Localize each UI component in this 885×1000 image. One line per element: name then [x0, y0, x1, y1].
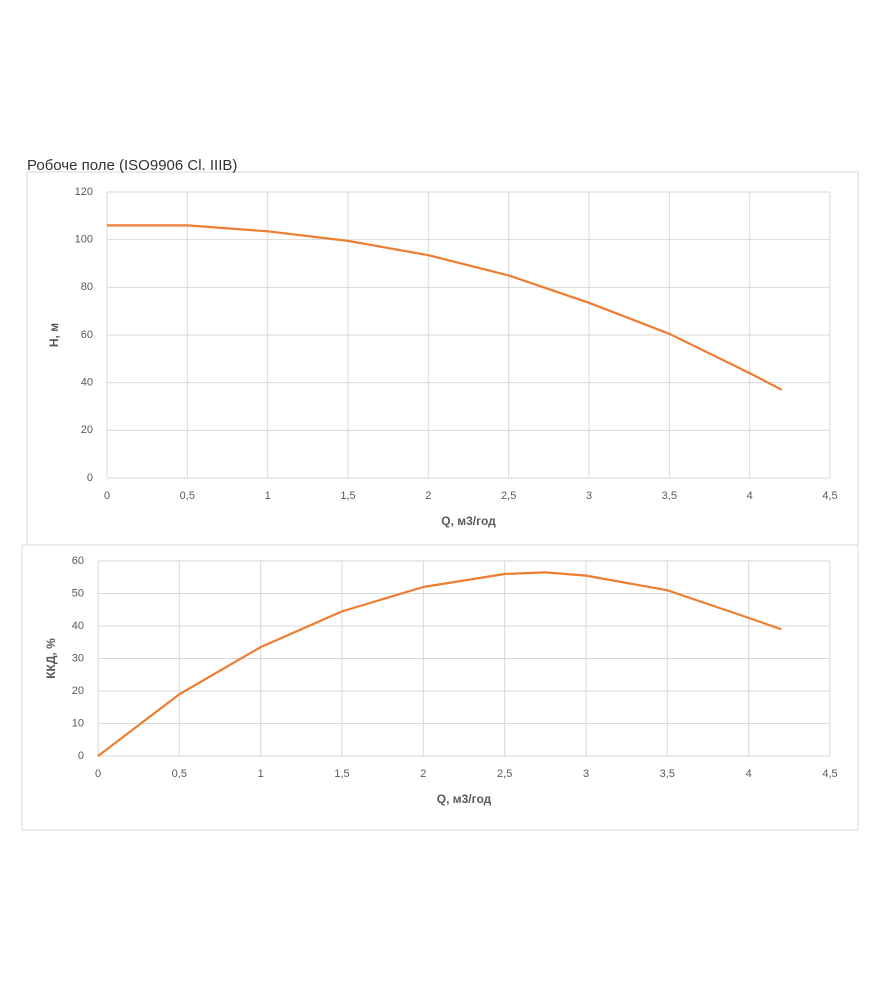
- x-tick-label: 1: [265, 490, 271, 502]
- x-tick-label: 3: [586, 490, 592, 502]
- y-tick-label: 60: [72, 555, 84, 567]
- x-tick-label: 4: [747, 490, 753, 502]
- y-tick-label: 10: [72, 717, 84, 729]
- y-tick-label: 80: [81, 281, 93, 293]
- x-tick-label: 3,5: [662, 490, 677, 502]
- x-tick-label: 2: [425, 490, 431, 502]
- x-tick-label: 0: [95, 768, 101, 780]
- x-axis-title: Q, м3/год: [437, 792, 492, 806]
- chart-frame: [26, 171, 859, 546]
- y-tick-label: 100: [75, 234, 93, 246]
- x-tick-label: 3: [583, 768, 589, 780]
- y-tick-label: 20: [81, 424, 93, 436]
- line: [107, 224, 783, 391]
- y-tick-label: 0: [87, 472, 93, 484]
- x-tick-label: 1,5: [340, 490, 355, 502]
- y-tick-label: 40: [81, 377, 93, 389]
- x-tick-label: 2: [420, 768, 426, 780]
- y-tick-label: 60: [81, 329, 93, 341]
- y-tick-label: 120: [75, 186, 93, 198]
- x-tick-label: 1: [258, 768, 264, 780]
- y-tick-label: 30: [72, 652, 84, 664]
- y-tick-label: 20: [72, 685, 84, 697]
- x-tick-label: 0: [104, 490, 110, 502]
- y-tick-label: 40: [72, 620, 84, 632]
- x-tick-label: 4: [746, 768, 752, 780]
- chart-title: Робоче поле (ISO9906 Cl. IIIB): [27, 157, 237, 174]
- y-tick-label: 0: [78, 750, 84, 762]
- y-tick-label: 50: [72, 587, 84, 599]
- x-tick-label: 3,5: [660, 768, 675, 780]
- x-tick-label: 2,5: [501, 490, 516, 502]
- x-axis-title: Q, м3/год: [441, 514, 496, 528]
- x-tick-label: 1,5: [334, 768, 349, 780]
- chart-frame: [21, 544, 859, 831]
- x-tick-label: 0,5: [180, 490, 195, 502]
- x-tick-label: 0,5: [172, 768, 187, 780]
- y-axis-title: ККД, %: [44, 638, 58, 679]
- x-tick-label: 4,5: [822, 490, 837, 502]
- line: [97, 571, 782, 757]
- x-tick-label: 2,5: [497, 768, 512, 780]
- y-axis-title: H, м: [47, 323, 61, 347]
- x-tick-label: 4,5: [822, 768, 837, 780]
